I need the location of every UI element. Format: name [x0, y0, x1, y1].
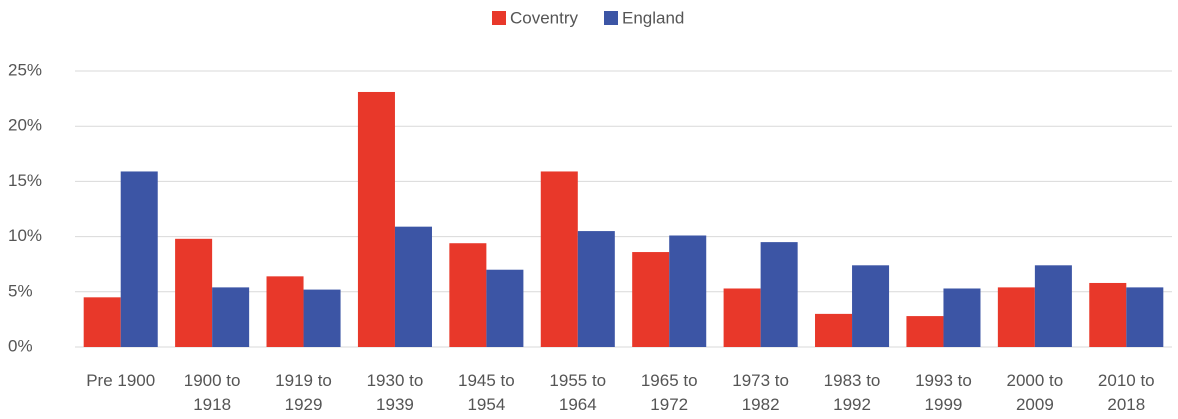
bar — [212, 287, 250, 347]
legend-label: Coventry — [510, 8, 579, 27]
x-tick-label: 1955 to 1964 — [549, 371, 607, 414]
bar — [175, 238, 213, 347]
bar — [943, 288, 981, 347]
bar — [357, 91, 395, 347]
y-tick-label: 25% — [8, 60, 42, 79]
x-tick-label: 1965 to 1972 — [640, 371, 698, 414]
bar — [540, 171, 578, 347]
bar — [486, 269, 524, 347]
bar — [1126, 287, 1164, 347]
x-tick-label: 1983 to 1992 — [823, 371, 881, 414]
bar — [1034, 265, 1072, 347]
bar — [83, 297, 121, 347]
y-tick-label: 0% — [8, 336, 33, 355]
x-tick-label: 1930 to 1939 — [366, 371, 424, 414]
bar — [1089, 282, 1127, 347]
x-tick-label: 1993 to 1999 — [915, 371, 972, 414]
x-tick-label: 2010 to 2018 — [1097, 371, 1155, 414]
legend-swatch — [492, 11, 506, 25]
bar — [266, 276, 304, 347]
bar — [120, 171, 158, 347]
x-tick-label: Pre 1900 — [86, 371, 156, 390]
bar — [997, 287, 1035, 347]
bar — [669, 235, 707, 347]
y-tick-label: 5% — [8, 281, 33, 300]
legend-label: England — [622, 8, 684, 27]
y-tick-label: 20% — [8, 116, 42, 135]
x-tick-label: 1945 to 1954 — [458, 371, 515, 414]
y-tick-label: 15% — [8, 171, 42, 190]
x-tick-label: 1900 to 1918 — [183, 371, 241, 414]
x-tick-label: 1919 to 1929 — [275, 371, 332, 414]
x-tick-label: 2000 to 2009 — [1006, 371, 1064, 414]
bar — [449, 243, 487, 347]
legend-swatch — [604, 11, 618, 25]
bar — [577, 231, 615, 347]
x-tick-label: 1973 to 1982 — [732, 371, 789, 414]
bar — [760, 242, 798, 347]
y-tick-label: 10% — [8, 226, 42, 245]
bar — [394, 226, 432, 347]
bar — [906, 316, 944, 347]
bar — [303, 289, 341, 347]
bar — [815, 313, 853, 347]
bar — [632, 252, 670, 347]
bar — [852, 265, 890, 347]
bar — [723, 288, 761, 347]
